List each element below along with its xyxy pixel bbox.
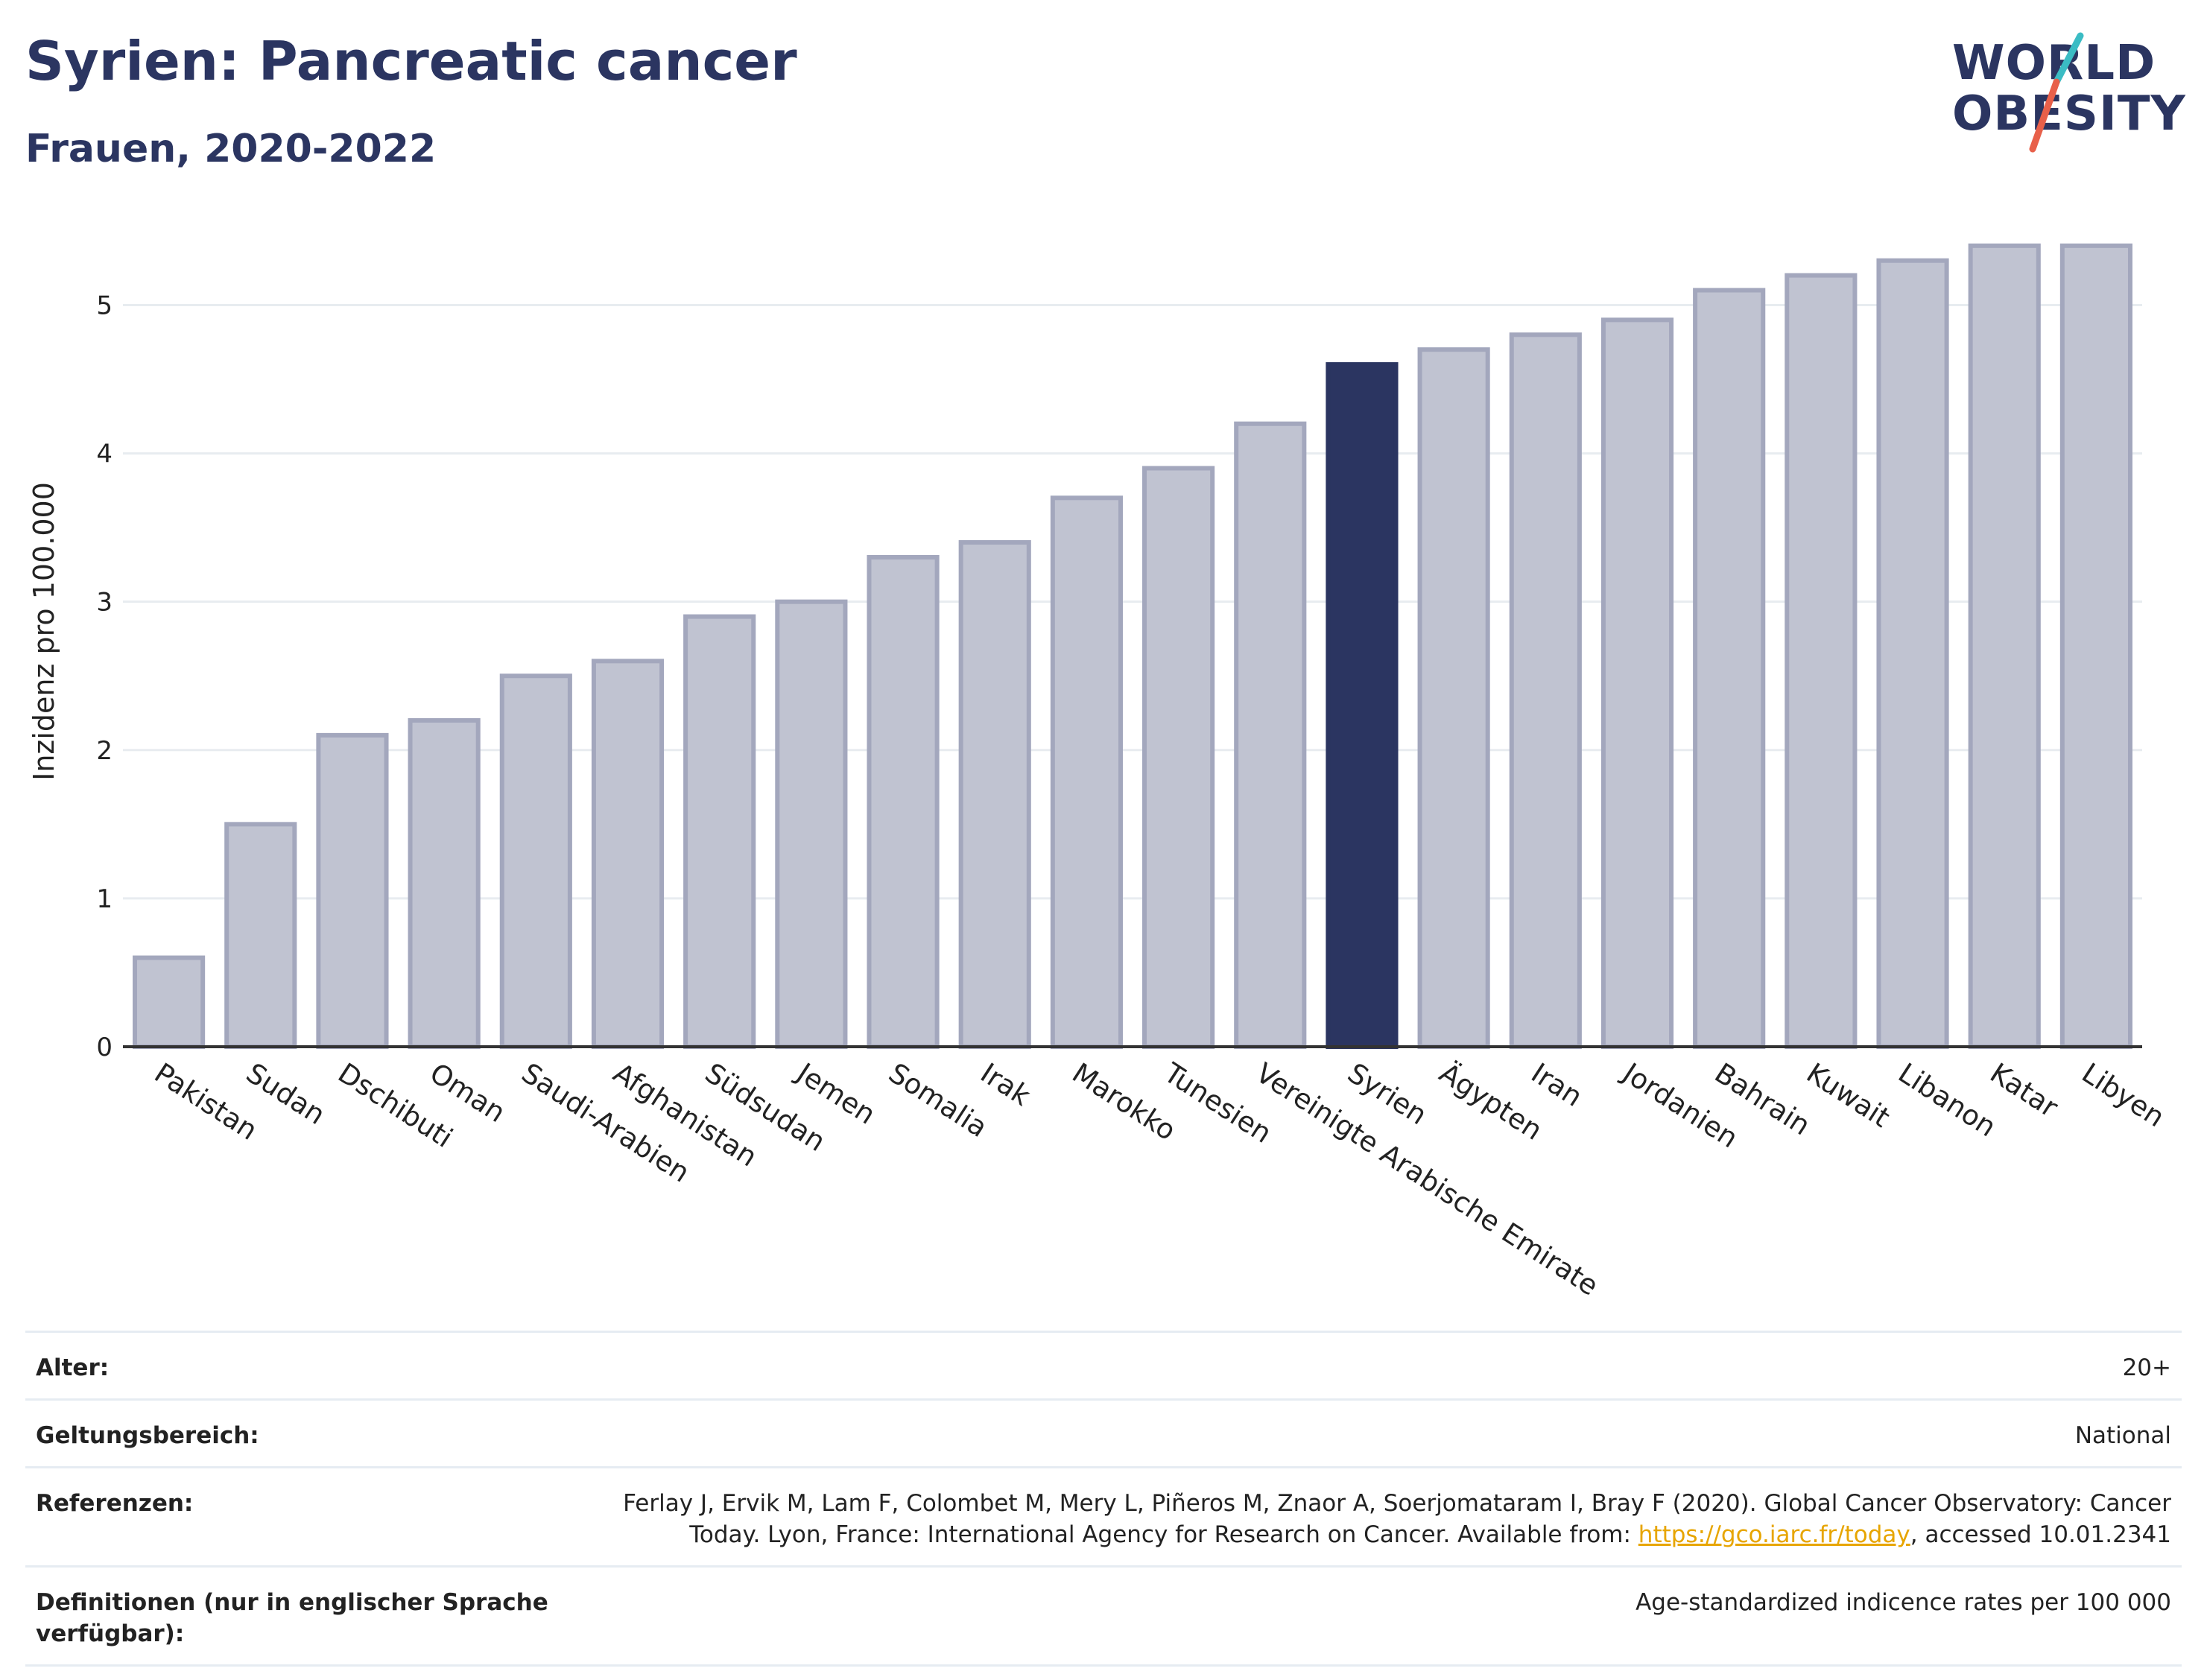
references-text: Ferlay J, Ervik M, Lam F, Colombet M, Me… — [623, 1490, 2171, 1548]
scope-value: National — [2074, 1422, 2171, 1449]
bar — [1417, 347, 1490, 1050]
age-value: 20+ — [2122, 1354, 2171, 1381]
metadata-table: Alter: 20+ Geltungsbereich: National Ref… — [25, 1331, 2182, 1667]
x-tick-label: Ägypten — [1434, 1056, 1548, 1146]
y-tick-label: 3 — [96, 588, 113, 618]
y-tick-label: 0 — [96, 1033, 113, 1062]
bar — [683, 614, 756, 1049]
bar — [867, 554, 940, 1050]
bar — [133, 955, 206, 1050]
bar — [1050, 495, 1123, 1049]
chart-subtitle: Frauen, 2020-2022 — [25, 127, 437, 171]
y-tick-label: 1 — [96, 884, 113, 914]
bar — [1142, 466, 1215, 1050]
bar — [1876, 258, 1949, 1049]
x-tick-label: Libyen — [2077, 1056, 2170, 1133]
bar — [316, 732, 389, 1049]
meta-row-scope: Geltungsbereich: National — [25, 1398, 2182, 1466]
references-link[interactable]: https://gco.iarc.fr/today — [1638, 1521, 1910, 1548]
references-value: Ferlay J, Ervik M, Lam F, Colombet M, Me… — [607, 1488, 2171, 1550]
x-tick-label: Irak — [975, 1056, 1036, 1112]
x-tick-label: Marokko — [1067, 1056, 1182, 1147]
bar-highlight — [1326, 362, 1399, 1050]
bar — [1234, 421, 1307, 1049]
logo-slash-icon — [2029, 32, 2084, 153]
meta-row-references: Referenzen: Ferlay J, Ervik M, Lam F, Co… — [25, 1466, 2182, 1565]
y-axis-title: Inzidenz pro 100.000 — [28, 482, 60, 781]
chart-title: Syrien: Pancreatic cancer — [25, 30, 797, 92]
y-tick-label: 4 — [96, 440, 113, 469]
bar — [958, 540, 1031, 1049]
x-tick-label: Somalia — [883, 1056, 993, 1144]
bar — [1509, 332, 1582, 1050]
scope-label: Geltungsbereich: — [36, 1422, 259, 1449]
meta-row-age: Alter: 20+ — [25, 1331, 2182, 1398]
bar — [1968, 243, 2041, 1050]
bar — [499, 673, 572, 1049]
y-tick-label: 5 — [96, 291, 113, 320]
bar — [591, 659, 665, 1049]
references-accessed: , accessed 10.01.2341 — [1910, 1521, 2171, 1548]
x-tick-label: Pakistan — [149, 1056, 263, 1146]
meta-row-definitions: Definitionen (nur in englischer Sprache … — [25, 1565, 2182, 1667]
bar — [1600, 317, 1674, 1049]
bar — [775, 599, 848, 1049]
definitions-label: Definitionen (nur in englischer Sprache … — [36, 1589, 548, 1647]
age-label: Alter: — [36, 1354, 110, 1381]
y-tick-label: 2 — [96, 736, 113, 766]
x-tick-label: Kuwait — [1801, 1056, 1896, 1133]
definitions-value: Age-standardized indicence rates per 100… — [1635, 1589, 2171, 1616]
logo-line-2: OBESITY — [1952, 86, 2186, 142]
bar — [224, 822, 297, 1049]
world-obesity-logo: WORLD OBESITY — [1945, 30, 2191, 156]
x-tick-label: Iran — [1525, 1056, 1588, 1112]
bar — [2059, 243, 2132, 1050]
bar — [1693, 288, 1766, 1049]
x-tick-label: Libanon — [1893, 1056, 2001, 1143]
bar — [408, 717, 481, 1049]
references-label: Referenzen: — [36, 1490, 194, 1517]
bar — [1785, 273, 1858, 1050]
